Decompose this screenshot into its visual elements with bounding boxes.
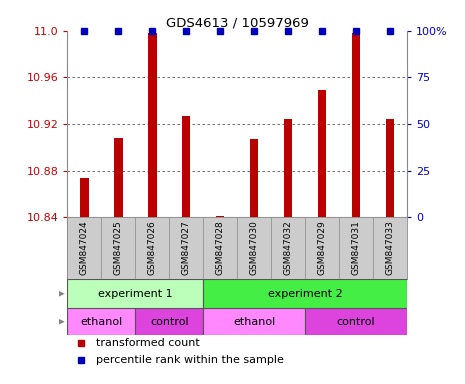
Bar <box>67 279 203 308</box>
Bar <box>318 90 326 217</box>
Text: GSM847029: GSM847029 <box>318 220 326 275</box>
Title: GDS4613 / 10597969: GDS4613 / 10597969 <box>166 17 309 30</box>
Bar <box>80 177 89 217</box>
Text: control: control <box>337 317 375 327</box>
Bar <box>182 116 191 217</box>
Text: ethanol: ethanol <box>80 317 122 327</box>
Bar <box>284 119 292 217</box>
Text: GSM847024: GSM847024 <box>80 220 89 275</box>
Text: GSM847025: GSM847025 <box>114 220 123 275</box>
Text: transformed count: transformed count <box>96 338 200 348</box>
Bar <box>148 33 157 217</box>
Text: GSM847028: GSM847028 <box>216 220 225 275</box>
Text: ethanol: ethanol <box>233 317 275 327</box>
Bar <box>114 138 123 217</box>
Bar <box>250 139 259 217</box>
Text: experiment 2: experiment 2 <box>268 289 342 299</box>
Bar <box>216 216 225 217</box>
Text: GSM847027: GSM847027 <box>182 220 191 275</box>
Text: GSM847026: GSM847026 <box>148 220 157 275</box>
Bar <box>385 119 394 217</box>
Text: GSM847030: GSM847030 <box>250 220 259 275</box>
Bar <box>203 308 305 335</box>
Bar <box>67 308 135 335</box>
Bar <box>135 308 203 335</box>
Text: percentile rank within the sample: percentile rank within the sample <box>96 355 284 365</box>
Text: experiment 1: experiment 1 <box>98 289 173 299</box>
Text: control: control <box>150 317 189 327</box>
Text: GSM847031: GSM847031 <box>352 220 360 275</box>
Bar <box>352 33 360 217</box>
Bar <box>305 308 407 335</box>
Text: GSM847032: GSM847032 <box>284 220 292 275</box>
Text: GSM847033: GSM847033 <box>385 220 394 275</box>
Bar <box>203 279 407 308</box>
